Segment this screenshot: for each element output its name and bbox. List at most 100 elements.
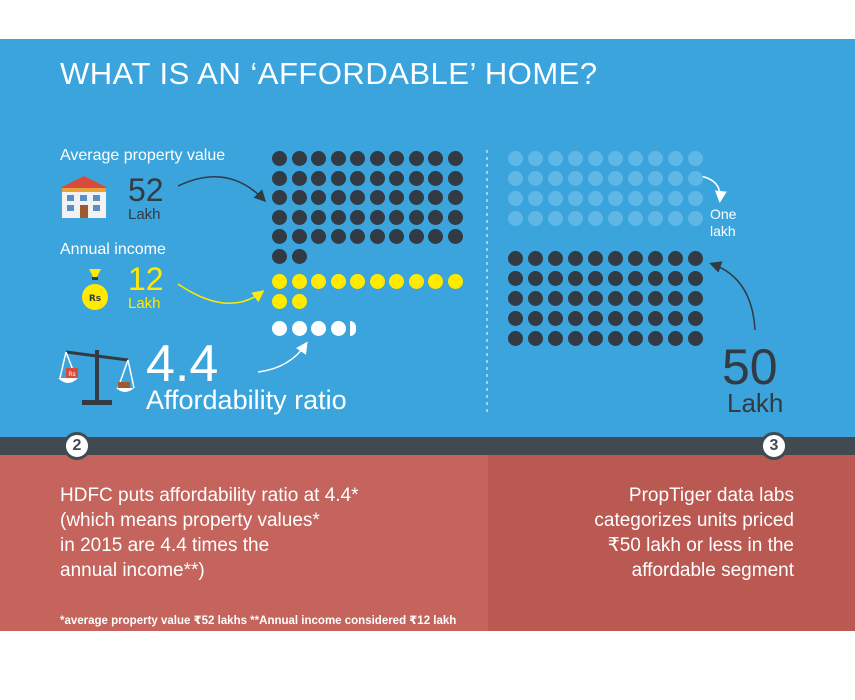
property-dot (291, 248, 307, 264)
property-dot (272, 209, 287, 225)
faded-dot (548, 211, 563, 226)
faded-dot (648, 151, 663, 166)
ratio-dot-row (272, 321, 372, 337)
faded-dot (688, 191, 703, 206)
faded-dot (628, 191, 643, 206)
property-dot (272, 151, 287, 166)
affordable-dot (588, 271, 603, 286)
property-dot (389, 229, 404, 244)
footnote: *average property value ₹52 lakhs **Annu… (60, 615, 457, 627)
income-dot (291, 274, 307, 289)
property-dot (389, 170, 404, 186)
faded-dot (588, 171, 603, 186)
property-dot (428, 229, 443, 244)
property-dot (408, 151, 424, 166)
faded-dot (628, 211, 643, 226)
affordable-dot (648, 251, 663, 266)
ratio-dot (330, 321, 346, 336)
property-dot (272, 248, 287, 264)
faded-dot (528, 211, 543, 226)
affordable-dot (508, 251, 523, 266)
property-dot (350, 229, 365, 244)
property-dot (369, 151, 385, 166)
affordable-dot (628, 311, 643, 326)
faded-dot (628, 151, 643, 166)
property-dot (291, 190, 307, 205)
affordable-dot (608, 311, 623, 326)
affordable-dot (648, 331, 663, 346)
affordable-dot (568, 271, 583, 286)
faded-dot (508, 151, 523, 166)
income-dot (272, 293, 287, 309)
faded-dot (528, 151, 543, 166)
left-note-line: annual income**) (60, 560, 205, 581)
house-icon (60, 176, 108, 218)
property-dot (291, 209, 307, 225)
faded-dot (508, 211, 523, 226)
ratio-dot (272, 321, 287, 336)
property-dot (408, 209, 424, 225)
page-title: WHAT IS AN ‘AFFORDABLE’ HOME? (60, 56, 598, 91)
affordable-dot (668, 271, 683, 286)
faded-dot (548, 151, 563, 166)
affordable-dot (628, 291, 643, 306)
affordable-dot (628, 271, 643, 286)
income-label: Annual income (60, 241, 166, 258)
faded-dot (508, 191, 523, 206)
property-dot (330, 209, 346, 225)
affordable-dot (508, 271, 523, 286)
affordable-dot (608, 331, 623, 346)
step-3-badge: 3 (760, 432, 788, 460)
right-note-text: PropTiger data labs categorizes units pr… (520, 483, 794, 583)
faded-dot (588, 151, 603, 166)
faded-dot (568, 151, 583, 166)
affordable-dot (668, 251, 683, 266)
ratio-dot-partial (350, 321, 356, 336)
right-note-panel (488, 455, 855, 631)
income-dot (408, 274, 424, 289)
faded-dot (508, 171, 523, 186)
affordable-dot (508, 331, 523, 346)
infographic-background (0, 39, 855, 437)
svg-text:Rs: Rs (89, 294, 101, 304)
property-dot (272, 229, 287, 244)
right-note-line: PropTiger data labs (628, 485, 794, 506)
property-dot (369, 209, 385, 225)
property-dot (428, 170, 443, 186)
ratio-dot (291, 321, 307, 336)
income-dot (330, 274, 346, 289)
right-note-line: categorizes units priced (594, 510, 794, 531)
property-dot (291, 151, 307, 166)
right-note-line: ₹50 lakh or less in the (607, 535, 794, 556)
faded-dot (648, 171, 663, 186)
faded-dot (528, 171, 543, 186)
property-label: Average property value (60, 147, 226, 164)
faded-dot (628, 171, 643, 186)
property-dot (447, 229, 463, 244)
income-dot (447, 274, 463, 289)
affordable-dot (608, 271, 623, 286)
property-dot (350, 151, 365, 166)
affordable-dot (648, 311, 663, 326)
income-dot (350, 274, 365, 289)
left-note-line: (which means property values* (60, 510, 320, 531)
ratio-dot (311, 321, 326, 336)
step-2-badge: 2 (63, 432, 91, 460)
property-dot (350, 170, 365, 186)
affordable-dot (548, 331, 563, 346)
property-dot (447, 209, 463, 225)
affordable-dot (608, 291, 623, 306)
property-dot (311, 190, 326, 205)
property-dot (272, 170, 287, 186)
affordable-dot (568, 251, 583, 266)
affordable-dot (668, 311, 683, 326)
property-dot (428, 151, 443, 166)
affordable-dot (548, 311, 563, 326)
affordable-dot (588, 291, 603, 306)
faded-dot (608, 211, 623, 226)
one-lakh-line2: lakh (710, 223, 736, 239)
affordable-dot-grid (508, 151, 708, 346)
balance-scale-icon: Rs (58, 350, 135, 405)
income-dot (311, 274, 326, 289)
property-dot (330, 229, 346, 244)
